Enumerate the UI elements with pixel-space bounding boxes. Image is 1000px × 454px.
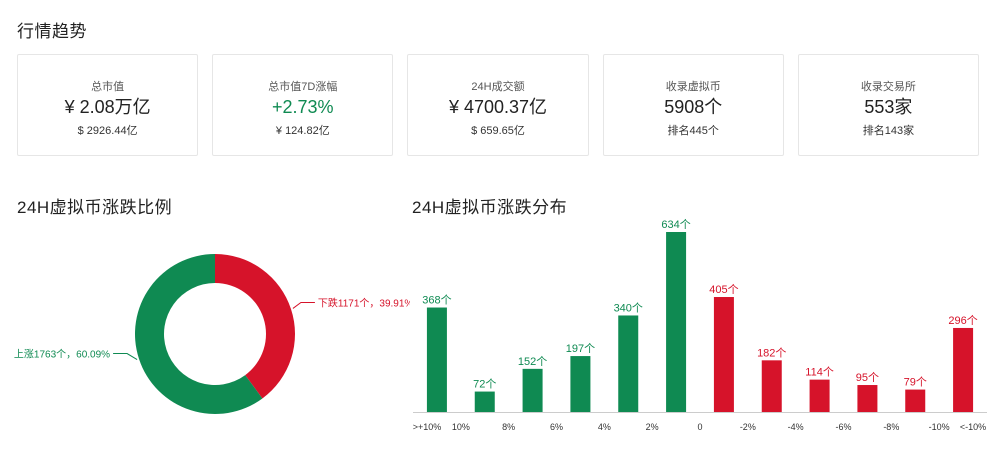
x-tick-label: -4% xyxy=(788,422,804,432)
stat-label: 总市值7D涨幅 xyxy=(268,81,338,93)
bar-value-label: 405个 xyxy=(709,283,738,296)
bar[interactable] xyxy=(905,389,926,412)
pie-chart-title: 24H虚拟币涨跌比例 xyxy=(17,198,173,217)
x-tick-label: 2% xyxy=(646,422,659,432)
stats-cards: 总市值 ¥ 2.08万亿 $ 2926.44亿 总市值7D涨幅 +2.73% ¥… xyxy=(17,54,980,156)
x-tick-label: 4% xyxy=(598,422,611,432)
bar-value-label: 340个 xyxy=(614,301,643,314)
bar-value-label: 634个 xyxy=(661,218,690,231)
stat-card-market-cap: 总市值 ¥ 2.08万亿 $ 2926.44亿 xyxy=(17,54,199,156)
x-tick-label: 8% xyxy=(502,422,515,432)
stat-sub: $ 659.65亿 xyxy=(471,125,525,137)
bar-value-label: 296个 xyxy=(948,314,977,327)
bar[interactable] xyxy=(713,297,734,412)
x-tick-label: -10% xyxy=(929,422,950,432)
bar[interactable] xyxy=(953,327,974,412)
updown-ratio-donut-chart: 下跌1171个，39.91% 上涨1763个，60.09% xyxy=(14,254,410,414)
stat-value: +2.73% xyxy=(272,97,334,117)
bar-value-label: 72个 xyxy=(473,378,496,391)
x-tick-label: -2% xyxy=(740,422,756,432)
bar-value-label: 182个 xyxy=(757,346,786,359)
bar[interactable] xyxy=(474,391,495,412)
bar[interactable] xyxy=(761,360,782,412)
stat-value: 5908个 xyxy=(664,97,723,117)
stat-value: ¥ 4700.37亿 xyxy=(448,97,548,117)
stat-label: 收录交易所 xyxy=(860,81,916,93)
stat-value: ¥ 2.08万亿 xyxy=(64,97,151,117)
updown-distribution-bar-chart: 368个 72个 152个 197个 340个 634个 405个 182个 114个 95个 79… xyxy=(413,218,987,432)
x-tick-label: 10% xyxy=(452,422,470,432)
bar-value-label: 114个 xyxy=(805,366,834,379)
stat-card-volume-24h: 24H成交额 ¥ 4700.37亿 $ 659.65亿 xyxy=(407,54,589,156)
bar-chart-title: 24H虚拟币涨跌分布 xyxy=(412,198,568,217)
x-tick-label: 0 xyxy=(697,422,702,432)
bar[interactable] xyxy=(426,307,447,412)
x-tick-label: -8% xyxy=(883,422,899,432)
page-title: 行情趋势 xyxy=(17,22,87,41)
stat-sub: 排名445个 xyxy=(667,125,719,137)
stat-value: 553家 xyxy=(864,97,913,117)
bar[interactable] xyxy=(857,385,878,412)
x-tick-label: 6% xyxy=(550,422,563,432)
bar[interactable] xyxy=(809,379,830,412)
donut-slice-down[interactable] xyxy=(215,254,295,399)
bar-value-label: 368个 xyxy=(422,294,451,307)
donut-slice-label: 上涨1763个，60.09% xyxy=(14,349,110,361)
donut-label-leader xyxy=(292,301,315,309)
bar[interactable] xyxy=(618,315,639,412)
stat-card-market-cap-7d: 总市值7D涨幅 +2.73% ¥ 124.82亿 xyxy=(212,54,394,156)
x-tick-label: >+10% xyxy=(413,422,442,432)
donut-slice-label: 下跌1171个，39.91% xyxy=(318,296,410,309)
x-tick-label: <-10% xyxy=(960,422,986,432)
stat-label: 总市值 xyxy=(91,81,125,93)
bar-value-label: 79个 xyxy=(904,376,927,389)
bar-value-label: 197个 xyxy=(566,342,595,355)
stat-label: 收录虚拟币 xyxy=(665,81,721,93)
stat-card-coins: 收录虚拟币 5908个 排名445个 xyxy=(602,54,784,156)
donut-label-leader xyxy=(113,353,138,360)
bar-value-label: 152个 xyxy=(518,355,547,368)
bar-value-label: 95个 xyxy=(856,371,879,384)
stat-sub: 排名143家 xyxy=(862,125,915,137)
stat-sub: ¥ 124.82亿 xyxy=(275,125,330,137)
bar[interactable] xyxy=(570,356,591,412)
bar[interactable] xyxy=(522,368,543,412)
donut-slice-up[interactable] xyxy=(134,254,263,414)
stat-card-exchanges: 收录交易所 553家 排名143家 xyxy=(797,54,980,156)
x-tick-label: -6% xyxy=(835,422,851,432)
stat-label: 24H成交额 xyxy=(471,81,525,93)
bar[interactable] xyxy=(666,232,687,412)
stat-sub: $ 2926.44亿 xyxy=(77,125,138,137)
